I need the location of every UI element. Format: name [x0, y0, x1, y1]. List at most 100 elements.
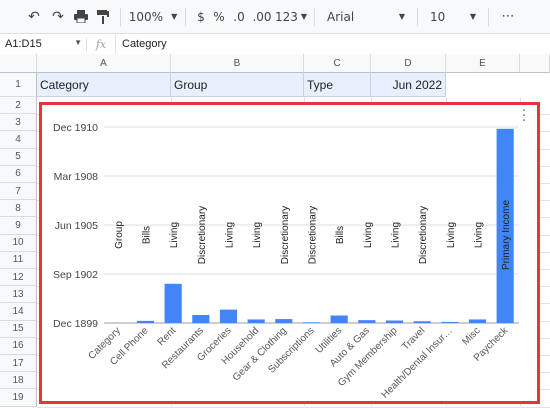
y-tick-label: Dec 1899	[53, 318, 98, 330]
percent-button[interactable]: %	[213, 9, 225, 24]
bar	[358, 320, 376, 323]
number-format-label: 123	[274, 9, 298, 24]
x-tick-label: Rent	[156, 325, 179, 348]
bar-data-label: Living	[363, 222, 374, 248]
row-header-3[interactable]: 3	[0, 114, 37, 132]
increase-decimal-button[interactable]: .00	[252, 9, 272, 24]
font-size-select[interactable]: 10 ▼	[424, 5, 482, 29]
name-box-value: A1:D15	[5, 38, 42, 50]
bar-data-label: Living	[169, 222, 180, 248]
cell-a1[interactable]: Category	[37, 73, 171, 97]
bar-data-label: Discretionary	[418, 206, 429, 264]
font-size-value: 10	[430, 9, 446, 24]
redo-icon[interactable]: ↷	[52, 8, 64, 25]
row-header-15[interactable]: 15	[0, 320, 37, 338]
column-header-e[interactable]: E	[446, 54, 520, 73]
bar-data-label: Living	[252, 222, 263, 248]
cell-c1[interactable]: Type	[304, 73, 371, 97]
bar-data-label: Living	[474, 222, 485, 248]
formula-input[interactable]: Category	[115, 34, 167, 54]
bar-data-label: Discretionary	[308, 206, 319, 264]
chart-menu-icon[interactable]: · · ·	[522, 104, 527, 129]
undo-icon[interactable]: ↶	[28, 8, 40, 25]
zoom-select[interactable]: 100% ▼	[127, 5, 179, 29]
row-header-17[interactable]: 17	[0, 355, 37, 373]
y-tick-label: Dec 1910	[53, 122, 98, 134]
bar	[413, 321, 431, 323]
bar-data-label: Primary Income	[501, 200, 512, 270]
bar-chart: Dec 1910 Mar 1908 Jun 1905 Sep 1902 Dec 1899…	[53, 122, 519, 401]
column-header-f[interactable]	[520, 54, 550, 73]
row-header-7[interactable]: 7	[0, 183, 37, 201]
bar	[468, 319, 487, 323]
bar	[441, 321, 459, 323]
fx-icon: fx	[86, 37, 115, 51]
chevron-down-icon: ▼	[74, 38, 82, 47]
toolbar-separator	[314, 7, 315, 26]
decrease-decimal-button[interactable]: .0	[233, 9, 245, 24]
toolbar-separator	[120, 7, 121, 26]
row-header-14[interactable]: 14	[0, 303, 37, 321]
currency-button[interactable]: $	[197, 9, 205, 24]
zoom-value: 100%	[128, 9, 164, 24]
column-header-a[interactable]: A	[37, 54, 171, 73]
paint-format-icon[interactable]	[92, 5, 114, 29]
bar	[192, 314, 210, 323]
bar-data-label: Discretionary	[280, 206, 291, 264]
bar	[164, 283, 182, 323]
chevron-down-icon: ▼	[171, 12, 178, 21]
formula-bar: A1:D15 ▼ fx Category	[0, 33, 550, 55]
cell-d1[interactable]: Jun 2022	[371, 73, 446, 97]
row-header-13[interactable]: 13	[0, 286, 37, 304]
number-format-select[interactable]: 123 ▼	[274, 5, 308, 29]
name-box[interactable]: A1:D15 ▼	[0, 38, 86, 50]
toolbar-separator	[185, 7, 186, 26]
y-tick-label: Jun 1905	[55, 220, 98, 232]
chevron-down-icon: ▼	[300, 12, 308, 21]
row-header-2[interactable]: 2	[0, 97, 37, 115]
bar	[275, 319, 293, 323]
row-header-11[interactable]: 11	[0, 251, 37, 269]
chevron-down-icon: ▼	[469, 12, 476, 21]
column-header-d[interactable]: D	[371, 54, 446, 73]
row-header-4[interactable]: 4	[0, 131, 37, 149]
y-tick-label: Mar 1908	[54, 171, 99, 183]
row-header-5[interactable]: 5	[0, 148, 37, 166]
bar	[330, 315, 348, 323]
toolbar-separator	[488, 7, 489, 26]
row-header-10[interactable]: 10	[0, 234, 37, 252]
row-header-16[interactable]: 16	[0, 337, 37, 355]
bar	[302, 322, 321, 323]
column-header-c[interactable]: C	[304, 54, 371, 73]
bar	[496, 128, 514, 323]
bar	[219, 309, 238, 323]
row-header-6[interactable]: 6	[0, 165, 37, 183]
bar	[385, 320, 404, 323]
bar-data-label: Living	[225, 222, 236, 248]
embedded-chart[interactable]: Dec 1910 Mar 1908 Jun 1905 Sep 1902 Dec 1899…	[39, 102, 540, 404]
toolbar-separator	[417, 7, 418, 26]
row-header-12[interactable]: 12	[0, 269, 37, 287]
bar-data-label: Group	[114, 221, 125, 249]
row-header-1[interactable]: 1	[0, 73, 37, 97]
row-header-18[interactable]: 18	[0, 372, 37, 390]
print-icon[interactable]	[70, 5, 92, 29]
x-tick-label: Misc	[460, 325, 482, 347]
font-select[interactable]: Arial ▼	[321, 5, 411, 29]
y-tick-label: Sep 1902	[53, 269, 98, 281]
bar	[136, 320, 155, 323]
bar-data-label: Bills	[335, 226, 346, 244]
bar-data-label: Living	[391, 222, 402, 248]
select-all-corner[interactable]	[0, 54, 37, 73]
more-icon[interactable]: ⋯	[501, 9, 515, 24]
toolbar: ↶ ↷ 100% ▼ $ % .0 .00 123 ▼ Arial ▼ 10 ▼…	[0, 0, 550, 33]
bar-data-label: Living	[446, 222, 457, 248]
column-header-b[interactable]: B	[171, 54, 304, 73]
bar-data-label: Bills	[142, 226, 153, 244]
row-header-8[interactable]: 8	[0, 200, 37, 218]
bar	[247, 319, 265, 323]
cell-b1[interactable]: Group	[171, 73, 304, 97]
row-header-9[interactable]: 9	[0, 217, 37, 235]
chevron-down-icon: ▼	[398, 12, 405, 21]
row-header-19[interactable]: 19	[0, 389, 37, 407]
